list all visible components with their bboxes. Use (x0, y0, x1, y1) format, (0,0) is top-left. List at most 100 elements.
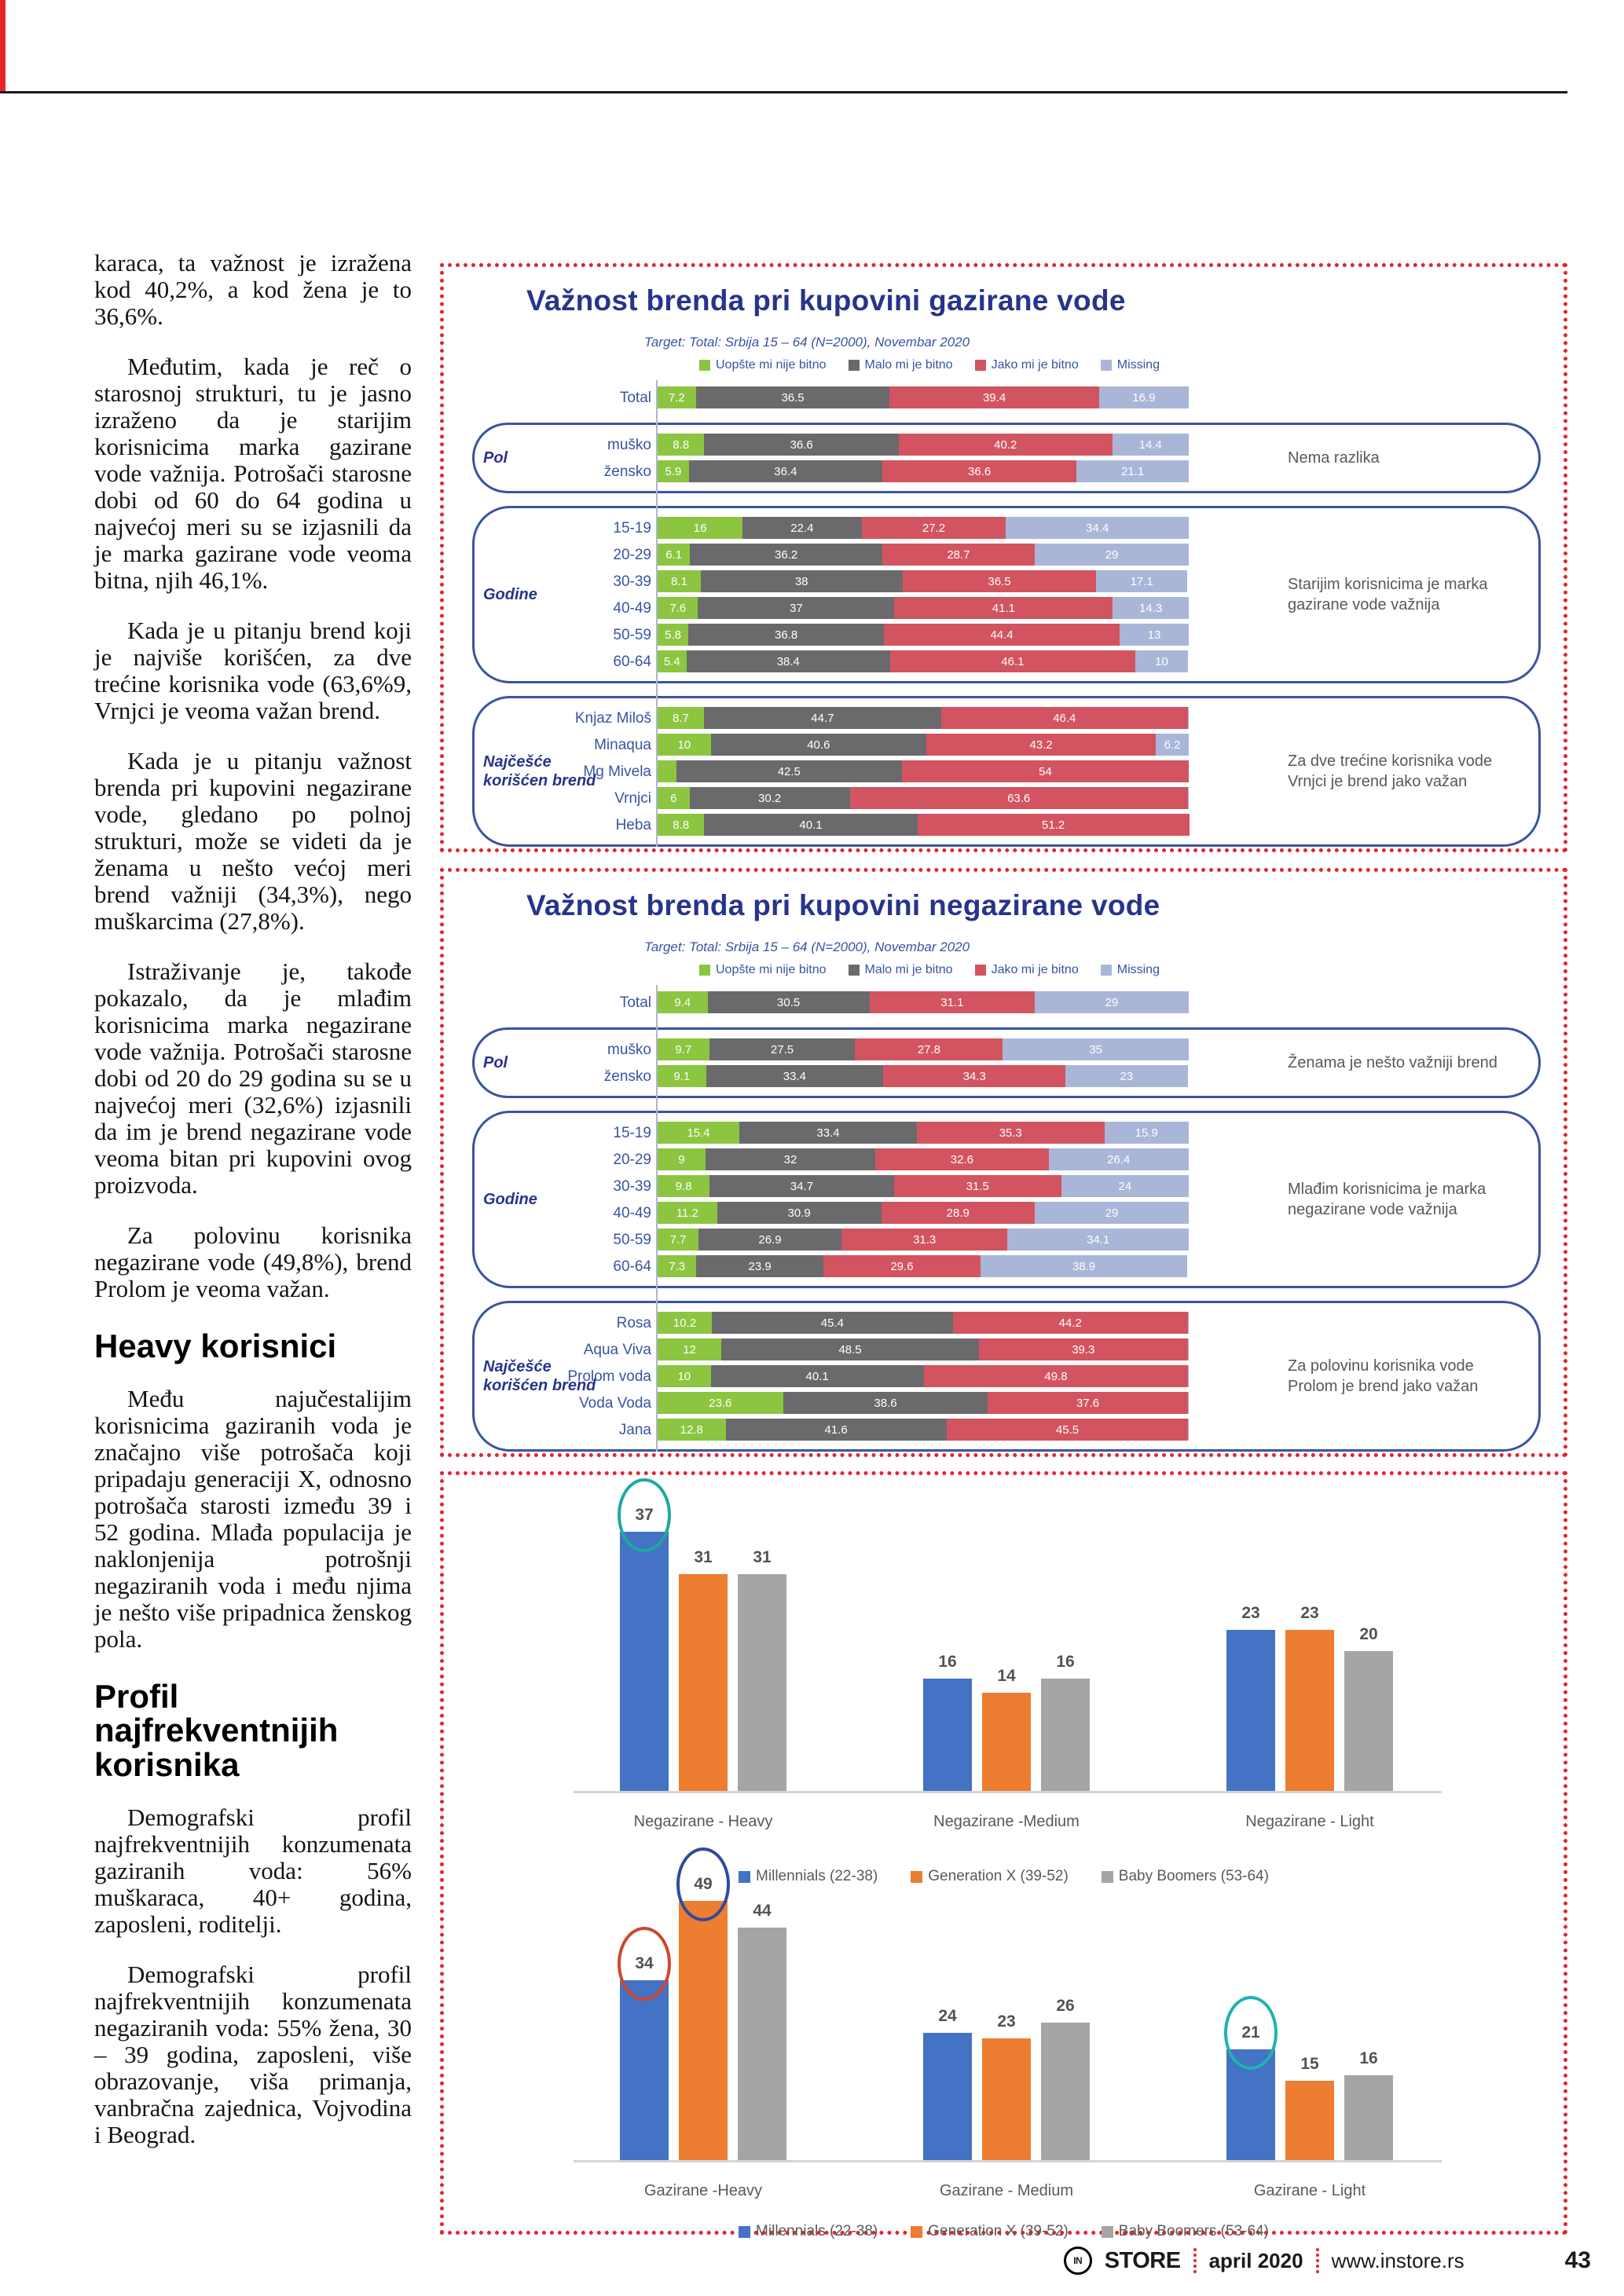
bar-segment: 34.3 (883, 1065, 1066, 1087)
group-outline (472, 423, 1541, 493)
group-label: Pol (483, 1054, 508, 1071)
bar-segment: 38.4 (686, 650, 891, 672)
bar-segment: 22.4 (742, 517, 862, 539)
bar-segment: 9.8 (658, 1175, 710, 1197)
bar-value-label: 31 (753, 1547, 772, 1566)
bar-value-label: 26 (1056, 1996, 1075, 2015)
row-label: 50-59 (613, 627, 651, 643)
bar-segment (1187, 707, 1189, 729)
chart-title: Važnost brenda pri kupovini negazirane v… (526, 889, 1160, 921)
row-label: 20-29 (613, 547, 651, 563)
bar-segment: 37 (698, 597, 895, 619)
chart-legend: Uopšte mi nije bitno Malo mi je bitno Jako… (699, 358, 1160, 372)
chart-box-negazirane: Važnost brenda pri kupovini negazirane v… (440, 868, 1567, 1457)
bar-segment: 39.4 (889, 386, 1099, 408)
bar-segment: 15.9 (1104, 1122, 1189, 1144)
axis-line (656, 380, 658, 847)
bar-segment (1188, 1365, 1189, 1387)
bar-value-label: 23 (1300, 1603, 1319, 1622)
legend-label: Generation X (39-52) (928, 2223, 1069, 2239)
page-footer: IN STORE april 2020 www.instore.rs 43 (1063, 2247, 1591, 2275)
bar-segment: 51.2 (917, 814, 1190, 836)
chart-legend: Uopšte mi nije bitno Malo mi je bitno Jako… (699, 963, 1160, 977)
group-label: Pol (483, 449, 508, 467)
bar-segment: 32 (705, 1148, 876, 1170)
bar-segment: 30.5 (707, 991, 870, 1013)
footer-brand: STORE (1104, 2247, 1181, 2273)
bar-segment: 36.6 (882, 460, 1077, 482)
row-label: Voda Voda (579, 1395, 651, 1412)
bar (679, 1901, 728, 2160)
chart-box-generations: 37 31 31 Negazirane - Heavy 16 14 16 Negazirane… (440, 1471, 1567, 2239)
row-label: žensko (603, 1068, 651, 1085)
category-label: Negazirane - Light (1245, 1813, 1374, 1830)
bar-segment (1187, 1338, 1189, 1360)
footer-dotted-separator (1193, 2248, 1197, 2273)
bar-segment: 63.6 (849, 787, 1188, 809)
chart-box-gazirane: Važnost brenda pri kupovini gazirane vod… (440, 263, 1567, 852)
bar-segment: 33.4 (739, 1122, 917, 1144)
bar-segment: 36.5 (902, 570, 1097, 592)
bar (738, 1573, 786, 1791)
bar-segment: 27.2 (861, 517, 1006, 539)
bar (1041, 1679, 1090, 1791)
legend-item: Missing (1100, 963, 1160, 977)
bar (679, 1573, 728, 1791)
bar-segment (1187, 1312, 1189, 1334)
legend-item: Generation X (39-52) (911, 1868, 1069, 1885)
bar (1226, 1629, 1275, 1791)
bar-segment: 32.6 (875, 1148, 1049, 1170)
legend-label: Generation X (39-52) (928, 1868, 1069, 1884)
group-outline (472, 1301, 1541, 1452)
legend-item: Millennials (22-38) (739, 1868, 878, 1885)
category-label: Gazirane -Heavy (643, 2182, 763, 2199)
bar-segment: 15.4 (658, 1122, 740, 1144)
chart-subtitle: Target: Total: Srbija 15 – 64 (N=2000), … (644, 939, 970, 954)
bar-segment: 14.4 (1112, 434, 1189, 456)
row-label: Total (619, 994, 651, 1011)
bar (982, 1693, 1031, 1791)
bar-value-label: 24 (938, 2007, 957, 2026)
bar-segment: 10 (658, 734, 711, 756)
group-outline (472, 1111, 1541, 1288)
bar-segment: 36.8 (688, 624, 884, 646)
bar-segment: 14.3 (1113, 597, 1189, 619)
bar-segment: 31.3 (841, 1229, 1008, 1251)
group-label: Najčešće korišćen brend (483, 753, 596, 789)
bar-segment: 36.4 (688, 460, 882, 482)
bar-segment: 9 (658, 1148, 706, 1170)
bar-value-label: 23 (997, 2012, 1016, 2031)
baseline-axis (574, 2160, 1442, 2162)
legend-swatch-icon (911, 2225, 923, 2238)
baseline-axis (574, 1791, 1442, 1793)
bar-segment: 41.6 (725, 1419, 947, 1441)
bar-segment: 44.4 (883, 624, 1120, 646)
bar-segment: 10 (658, 1365, 711, 1387)
bar-segment: 33.4 (706, 1065, 884, 1087)
bar-segment (1187, 787, 1189, 809)
category-label: Negazirane -Medium (933, 1813, 1080, 1830)
legend-label: Baby Boomers (53-64) (1118, 1868, 1269, 1884)
bar-segment: 27.5 (709, 1038, 856, 1060)
group-annotation: Starijim korisnicima je marka gazirane v… (1288, 576, 1488, 613)
legend-swatch-icon (739, 2225, 751, 2238)
row-label: Rosa (616, 1315, 651, 1331)
row-label: 60-64 (613, 1258, 651, 1275)
chart-legend: Millennials (22-38) Generation X (39-52) B… (444, 1868, 1564, 1885)
legend-label: Uopšte mi nije bitno (716, 358, 827, 372)
legend-label: Jako mi je bitno (991, 358, 1079, 372)
bar (1344, 1650, 1393, 1791)
bar-segment: 23.9 (696, 1255, 823, 1277)
article-heading: Heavy korisnici (94, 1327, 337, 1364)
article-paragraph: Demografski profil najfrekventnijih konz… (94, 1803, 412, 1938)
legend-swatch-icon (1101, 2225, 1113, 2238)
article-paragraph: Za polovinu korisnika negazirane vode (4… (94, 1221, 412, 1302)
row-label: 40-49 (613, 600, 651, 617)
bar-segment: 43.2 (926, 734, 1157, 756)
bar-segment: 31.1 (869, 991, 1035, 1013)
bar-segment: 6.2 (1156, 734, 1189, 756)
legend-item: Jako mi je bitno (974, 358, 1079, 372)
bar-value-label: 23 (1241, 1603, 1260, 1622)
bar-segment: 42.5 (676, 760, 902, 782)
category-label: Gazirane - Medium (939, 2182, 1074, 2199)
